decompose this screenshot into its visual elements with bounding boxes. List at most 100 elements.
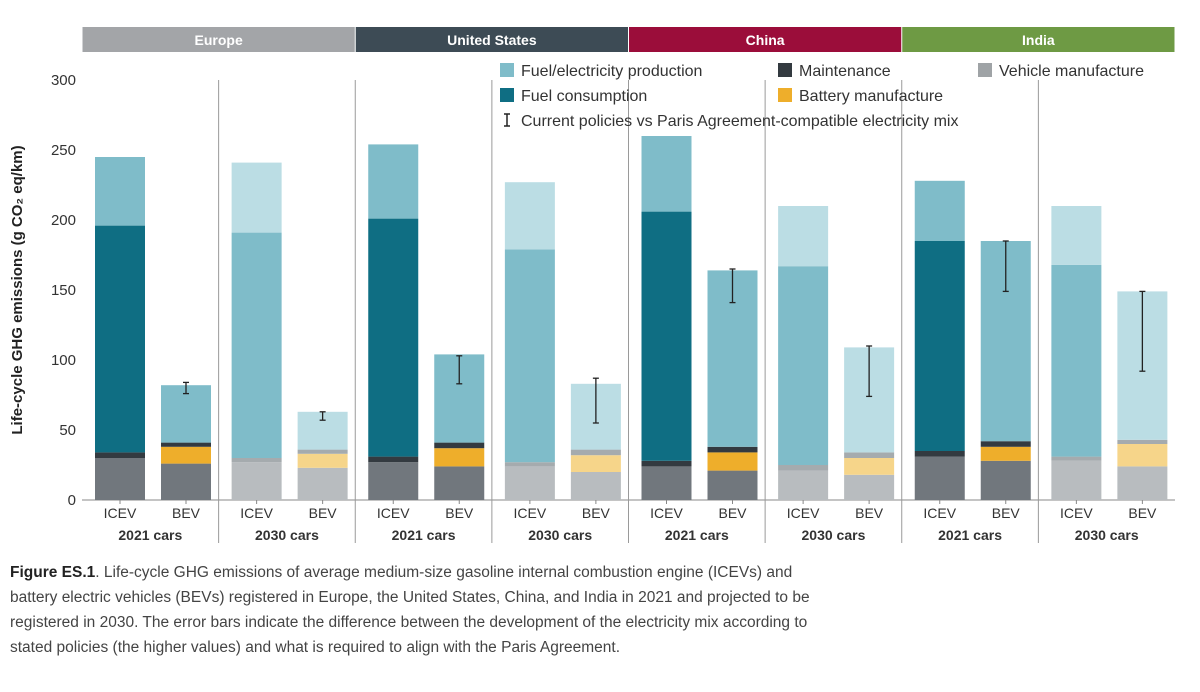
y-tick-label: 50: [59, 422, 76, 439]
legend-label: Maintenance: [799, 63, 891, 80]
region-label: United States: [447, 32, 537, 48]
bar-segment-maintenance: [368, 456, 419, 463]
bar-segment-vehicle-manufacture: [707, 470, 758, 500]
bar-segment-fuel-electricity-production: [95, 157, 145, 226]
y-tick-label: 100: [51, 352, 76, 369]
x-category-label: ICEV: [923, 505, 956, 521]
bar-segment-fuel-consumption: [231, 232, 282, 458]
group-label: 2030 cars: [802, 527, 866, 543]
bar-segment-maintenance: [161, 442, 211, 447]
x-category-label: ICEV: [1060, 505, 1093, 521]
bar-segment-fuel-electricity-production: [641, 136, 692, 212]
region-label: Europe: [195, 32, 243, 48]
y-tick-label: 200: [51, 212, 76, 229]
bar-segment-fuel-consumption: [368, 218, 419, 457]
x-category-label: ICEV: [104, 505, 137, 521]
bar-segment-maintenance: [844, 452, 895, 458]
bar-segment-fuel-consumption: [1051, 264, 1102, 457]
region-band-india: [902, 27, 1175, 52]
group-label: 2021 cars: [938, 527, 1002, 543]
bar-segment-maintenance: [570, 449, 621, 456]
bar-segment-maintenance: [980, 441, 1031, 447]
group-label: 2021 cars: [665, 527, 729, 543]
bar-segment-battery-manufacture: [161, 446, 211, 464]
bar-segment-fuel-electricity-production: [778, 206, 829, 267]
bar-segment-battery-manufacture: [844, 458, 895, 475]
bar-segment-vehicle-manufacture: [368, 462, 419, 500]
bar-segment-vehicle-manufacture: [231, 462, 282, 500]
x-category-label: BEV: [309, 505, 338, 521]
y-tick-label: 250: [51, 142, 76, 159]
caption-title: Figure ES.1: [10, 564, 96, 581]
legend-label: Vehicle manufacture: [999, 63, 1144, 80]
bar-segment-vehicle-manufacture: [844, 474, 895, 500]
legend-label: Current policies vs Paris Agreement-comp…: [521, 113, 958, 130]
legend-label: Battery manufacture: [799, 88, 943, 105]
y-tick-label: 300: [51, 72, 76, 89]
bar-segment-vehicle-manufacture: [504, 466, 555, 500]
bar-segment-battery-manufacture: [297, 453, 348, 468]
bar-segment-fuel-electricity-production: [231, 162, 282, 233]
bar-segment-battery-manufacture: [434, 448, 485, 467]
bar-segment-maintenance: [504, 462, 555, 467]
bar-segment-battery-manufacture: [1117, 444, 1168, 467]
caption-text: . Life-cycle GHG emissions of average me…: [10, 564, 810, 656]
legend-swatch: [778, 88, 792, 102]
bar-segment-vehicle-manufacture: [1051, 460, 1102, 500]
chart-svg: Europe United States China India 0 50 100 150 20…: [9, 27, 1175, 543]
x-category-label: ICEV: [650, 505, 683, 521]
bar-segment-vehicle-manufacture: [914, 456, 965, 500]
bar-segment-maintenance: [297, 449, 348, 454]
bar-segment-maintenance: [95, 452, 145, 458]
bar-segment-maintenance: [1051, 456, 1102, 461]
bar-segment-vehicle-manufacture: [570, 472, 621, 500]
group-label: 2021 cars: [392, 527, 456, 543]
legend-swatch: [500, 63, 514, 77]
bar-segment-vehicle-manufacture: [297, 467, 348, 500]
y-tick-label: 150: [51, 282, 76, 299]
bar-segment-vehicle-manufacture: [1117, 466, 1168, 500]
group-label: 2030 cars: [528, 527, 592, 543]
bar-segment-fuel-consumption: [641, 211, 692, 461]
bar-segment-fuel-consumption: [778, 266, 829, 465]
bar-segment-battery-manufacture: [980, 446, 1031, 461]
bar-segment-maintenance: [914, 451, 965, 457]
bar-segment-vehicle-manufacture: [778, 470, 829, 500]
bar-segment-fuel-consumption: [504, 249, 555, 463]
ghg-emissions-chart: Europe United States China India 0 50 100 150 20…: [9, 27, 1175, 543]
bar-segment-fuel-consumption: [95, 225, 145, 453]
x-category-label: ICEV: [514, 505, 547, 521]
legend-swatch: [500, 88, 514, 102]
legend-label: Fuel consumption: [521, 88, 647, 105]
group-label: 2030 cars: [255, 527, 319, 543]
group-label: 2021 cars: [118, 527, 182, 543]
bar-segment-maintenance: [778, 465, 829, 471]
bar-segment-fuel-electricity-production: [914, 180, 965, 241]
bar-segment-vehicle-manufacture: [434, 466, 485, 500]
bar-segment-fuel-consumption: [914, 241, 965, 451]
bar-segment-maintenance: [231, 458, 282, 463]
region-band-china: [629, 27, 902, 52]
group-label: 2030 cars: [1075, 527, 1139, 543]
bar-segment-maintenance: [641, 460, 692, 467]
y-axis-label: Life-cycle GHG emissions (g CO₂ eq/km): [9, 145, 26, 434]
bar-segment-vehicle-manufacture: [980, 460, 1031, 500]
bar-segment-battery-manufacture: [707, 452, 758, 471]
legend-label: Fuel/electricity production: [521, 63, 702, 80]
region-label: China: [746, 32, 785, 48]
bar-segment-maintenance: [707, 446, 758, 453]
bar-segment-battery-manufacture: [570, 455, 621, 472]
legend-swatch: [978, 63, 992, 77]
x-category-label: BEV: [992, 505, 1021, 521]
bar-segment-fuel-electricity-production: [161, 385, 211, 443]
x-category-label: BEV: [582, 505, 611, 521]
x-category-label: BEV: [172, 505, 201, 521]
bar-segment-vehicle-manufacture: [95, 458, 145, 500]
legend-swatch: [778, 63, 792, 77]
figure-caption: Figure ES.1. Life-cycle GHG emissions of…: [10, 560, 830, 660]
bar-segment-maintenance: [434, 442, 485, 449]
x-category-label: BEV: [855, 505, 884, 521]
bar-segment-vehicle-manufacture: [641, 466, 692, 500]
bar-segment-fuel-electricity-production: [368, 144, 419, 219]
x-category-label: ICEV: [377, 505, 410, 521]
